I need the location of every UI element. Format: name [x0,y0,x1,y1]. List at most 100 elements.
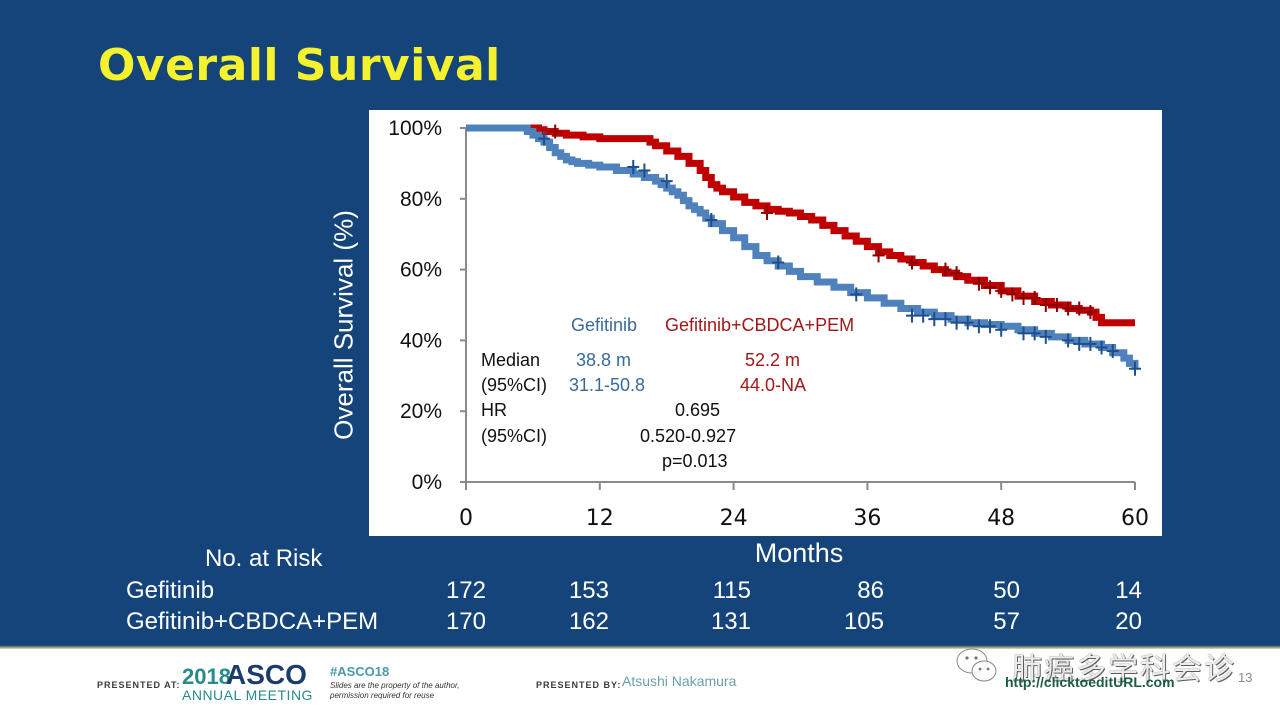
median-gefitinib: 38.8 m [576,350,631,370]
censor-mark [1129,361,1141,376]
p-value: p=0.013 [662,451,728,471]
x-tick-label: 0 [459,506,473,531]
hr-ci-value: 0.520-0.927 [640,426,736,446]
asco-year: 2018 [182,664,231,689]
censor-mark [984,319,997,334]
censor-mark [939,312,952,327]
censor-mark [939,262,952,277]
censor-mark [984,280,997,295]
censor-mark [972,319,985,334]
presented-by-label: PRESENTED BY: [536,680,622,690]
footer-divider [0,645,1280,649]
censor-mark [972,276,985,291]
risk-cell: 115 [712,577,751,604]
curves [466,124,1139,369]
censor-mark [627,159,640,174]
censor-mark [538,131,551,146]
censor-mark [761,205,774,220]
censor-mark [772,255,785,270]
disclaimer: Slides are the property of the author, p… [330,681,460,700]
presenter-name: Atsushi Nakamura [622,673,737,689]
km-plot-panel: 0% 20% 40% 60% 80% 100% 0 12 24 36 48 60 Gefitinib … [369,110,1162,536]
censor-mark [1006,287,1019,302]
censor-mark [638,163,651,178]
censor-mark [1017,326,1030,341]
risk-cell: 20 [1115,608,1142,635]
y-axis-label: Overall Survival (%) [328,210,359,440]
risk-cell: 172 [445,577,486,604]
censor-mark [906,308,918,323]
censor-mark [549,124,562,139]
censor-mark [1073,336,1086,351]
legend-gefitinib: Gefitinib [571,315,637,335]
censor-mark [917,308,930,323]
y-tick-label: 20% [400,400,442,423]
km-curve-combo [466,124,1135,327]
url-link[interactable]: http://clicktoeditURL.com [1005,674,1175,690]
censor-mark [1028,326,1041,341]
risk-cell: 57 [993,608,1020,635]
ci-gefitinib: 31.1-50.8 [569,375,645,395]
axes: 0% 20% 40% 60% 80% 100% 0 12 24 36 48 60 [388,117,1149,531]
risk-cell: 105 [843,608,884,635]
censor-mark [1039,329,1052,344]
censor-mark [950,315,963,330]
censor-mark [995,283,1008,298]
censor-mark [961,315,974,330]
risk-cell: 86 [857,577,884,604]
wechat-icon [956,648,997,682]
page-number: 13 [1238,670,1253,685]
y-tick-label: 100% [388,117,442,140]
censor-mark [1017,290,1030,305]
censor-mark [1084,305,1097,320]
hr-ci-label: (95%CI) [481,426,547,446]
risk-cell: 153 [568,577,609,604]
censor-mark [906,255,918,270]
x-tick-label: 36 [853,506,881,531]
censor-mark [928,312,941,327]
presented-at-label: PRESENTED AT: [97,680,181,690]
censor-mark [1062,333,1075,348]
censor-mark [1039,298,1052,312]
risk-cell: 50 [993,577,1020,604]
km-curve-gefitinib [466,124,1139,369]
censor-mark [950,266,963,281]
censor-mark [1073,301,1086,316]
asco-meeting-label: ANNUAL MEETING [182,687,313,703]
y-tick-label: 40% [400,329,442,352]
km-chart: 0% 20% 40% 60% 80% 100% 0 12 24 36 48 60 Gefitinib … [388,117,1149,531]
risk-cell: 14 [1115,577,1142,604]
ci-combo: 44.0-NA [740,375,806,395]
censor-mark [995,322,1008,337]
asco-logo: ASCO [226,659,307,690]
censor-mark [1062,301,1075,316]
x-tick-label: 48 [987,506,1015,531]
slide-title: Overall Survival [98,40,501,91]
hashtag: #ASCO18 [330,664,390,679]
censor-mark [850,287,863,302]
hr-label: HR [481,400,507,420]
censor-mark [1028,290,1041,305]
censor-mark [1084,336,1097,351]
censor-mark [1106,344,1119,359]
y-tick-label: 80% [400,188,442,211]
hr-value: 0.695 [675,400,720,420]
watermark-text: 肺癌多学科会诊 [1012,653,1236,686]
censor-mark [1095,340,1108,355]
risk-row-label: Gefitinib [126,577,215,604]
x-tick-label: 12 [586,506,614,531]
risk-cell: 131 [710,608,751,635]
censor-mark [872,248,885,263]
risk-cell: 170 [445,608,486,635]
median-combo: 52.2 m [745,350,800,370]
x-axis-label: Months [754,538,844,568]
median-label: Median [481,350,540,370]
censor-mark [660,174,673,189]
y-tick-label: 0% [412,471,442,494]
risk-table-title: No. at Risk [205,545,323,572]
censor-mark [705,213,718,228]
censor-marks [538,124,1141,376]
x-tick-label: 60 [1121,506,1149,531]
risk-row-label: Gefitinib+CBDCA+PEM [126,608,379,635]
ci-label: (95%CI) [481,375,547,395]
